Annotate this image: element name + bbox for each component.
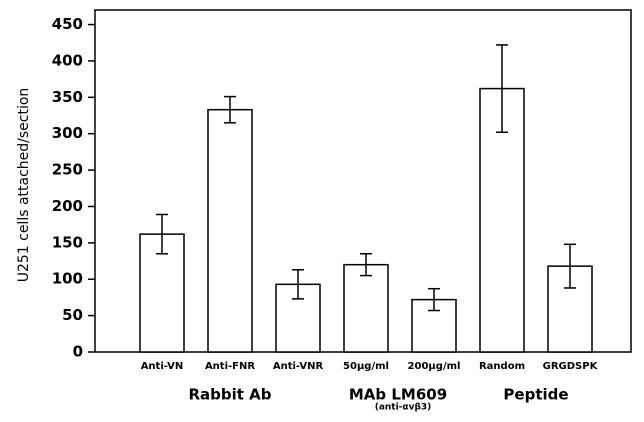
- group-sublabel: (anti-αvβ3): [375, 403, 432, 413]
- y-tick-label: 400: [52, 51, 83, 69]
- y-tick-label: 100: [52, 270, 83, 288]
- y-tick-label: 0: [73, 343, 83, 361]
- y-axis-label: U251 cells attached/section: [16, 88, 32, 283]
- x-tick-label: Anti-VN: [141, 361, 184, 372]
- x-tick-label: Random: [479, 361, 525, 372]
- y-tick-label: 350: [52, 88, 83, 106]
- y-tick-label: 200: [52, 197, 83, 215]
- x-tick-label: 50µg/ml: [343, 361, 389, 372]
- x-tick-label: Anti-VNR: [273, 361, 324, 372]
- group-label: Rabbit Ab: [188, 386, 271, 404]
- bar: [207, 108, 253, 353]
- x-tick-label: GRGDSPK: [543, 361, 599, 372]
- x-tick-label: Anti-FNR: [205, 361, 255, 372]
- group-label: Peptide: [503, 386, 568, 404]
- group-label: MAb LM609: [349, 386, 447, 404]
- bar: [343, 263, 389, 353]
- y-tick-label: 450: [52, 15, 83, 33]
- y-tick-label: 250: [52, 161, 83, 179]
- y-tick-label: 50: [62, 306, 83, 324]
- x-tick-label: 200µg/ml: [408, 361, 461, 372]
- y-tick-label: 300: [52, 124, 83, 142]
- y-tick-label: 150: [52, 233, 83, 251]
